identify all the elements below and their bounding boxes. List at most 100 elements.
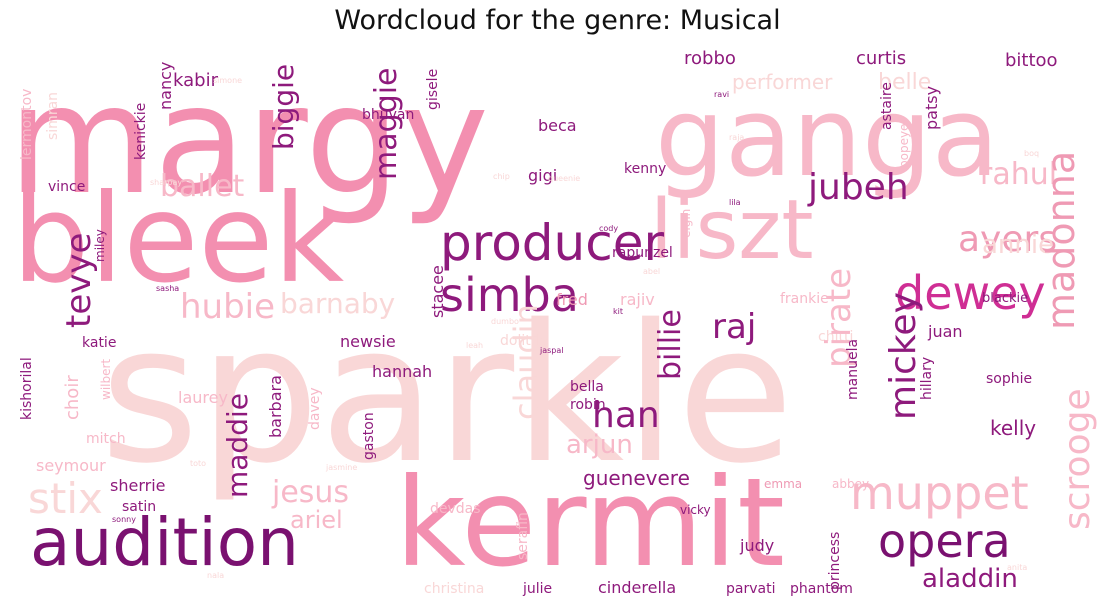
cloud-word: billie (653, 309, 688, 380)
cloud-word: princess (827, 531, 843, 590)
cloud-word: rapunzel (612, 245, 673, 261)
cloud-word: miley (93, 229, 107, 262)
cloud-word: ariel (290, 506, 343, 534)
cloud-word: sparkle (100, 284, 794, 505)
cloud-word: sherrie (110, 476, 166, 495)
cloud-word: kishorilal (19, 357, 35, 420)
cloud-word: blackie (982, 291, 1029, 306)
cloud-word: bittoo (1005, 50, 1058, 71)
cloud-word: patsy (922, 85, 941, 130)
cloud-word: anita (1007, 563, 1028, 572)
cloud-word: judy (740, 536, 775, 555)
cloud-word: sasha (156, 284, 180, 293)
cloud-word: sophie (986, 371, 1033, 387)
cloud-word: annie (982, 230, 1055, 260)
cloud-word: cody (599, 224, 619, 233)
cloud-word: vince (48, 179, 86, 195)
cloud-word: beca (538, 116, 577, 135)
cloud-word: curtis (856, 48, 907, 69)
cloud-word: vicky (680, 503, 711, 517)
cloud-word: julie (523, 581, 553, 597)
cloud-word: queenie (548, 174, 581, 183)
cloud-word: hannah (372, 362, 433, 381)
cloud-word: laurey (178, 388, 228, 407)
cloud-word: rahul (980, 157, 1058, 192)
cloud-word: dumbo (491, 317, 519, 326)
cloud-word: newsie (340, 332, 396, 351)
cloud-word: maggie (369, 67, 404, 181)
cloud-word: stacee (428, 265, 447, 318)
cloud-word: ballet (160, 169, 245, 204)
cloud-word: performer (732, 70, 833, 94)
cloud-word: bhuvan (362, 107, 415, 123)
cloud-word: opera (878, 514, 1011, 568)
cloud-word: wilbert (99, 358, 113, 400)
cloud-word: dolittle (500, 333, 549, 349)
cloud-word: hubie (180, 287, 276, 327)
cloud-word: phantom (790, 581, 853, 597)
cloud-word: jubeh (808, 167, 909, 208)
cloud-word: hillary (919, 356, 935, 400)
cloud-word: satin (122, 499, 157, 515)
cloud-word: raj (712, 307, 757, 347)
cloud-word: parvati (726, 581, 776, 597)
cloud-word: seymour (36, 456, 106, 475)
cloud-word: mickey (883, 292, 924, 420)
cloud-word: kit (613, 307, 623, 316)
cloud-word: devdas (430, 501, 481, 517)
cloud-word: scrooge (1057, 388, 1098, 530)
cloud-word: elgin (679, 208, 693, 238)
cloud-word: liszt (650, 183, 814, 278)
cloud-word: simone (213, 76, 243, 85)
cloud-word: leah (466, 341, 484, 350)
cloud-word: barnaby (280, 287, 396, 320)
cloud-word: audition (30, 504, 299, 581)
cloud-word: tevye (59, 232, 99, 328)
cloud-word: manuela (845, 338, 861, 400)
cloud-word: biggie (267, 63, 300, 150)
cloud-word: robbo (684, 48, 736, 69)
cloud-word: kenickie (133, 102, 149, 160)
cloud-word: choir (62, 375, 83, 420)
cloud-word: margy (8, 54, 490, 228)
cloud-word: simran (45, 91, 61, 140)
cloud-word: sonny (112, 515, 136, 524)
cloud-word: nancy (156, 61, 175, 110)
cloud-word: jesus (272, 475, 350, 510)
chart-title: Wordcloud for the genre: Musical (334, 5, 781, 36)
cloud-word: serafin (515, 512, 531, 560)
cloud-word: cinderella (598, 578, 677, 597)
cloud-word: kermit (395, 452, 785, 594)
cloud-word: emma (764, 477, 803, 491)
cloud-word: lila (729, 198, 741, 207)
cloud-word: belle (878, 70, 932, 95)
cloud-word: dewey (895, 266, 1046, 320)
cloud-word: guenevere (583, 466, 690, 490)
cloud-word: abbey (832, 477, 870, 491)
cloud-word: ganga (655, 73, 1000, 201)
cloud-word: katie (82, 335, 117, 351)
cloud-word: christina (424, 581, 485, 597)
cloud-word: popeye (897, 123, 911, 168)
cloud-word: boq (1024, 149, 1040, 158)
cloud-word: madonna (1039, 150, 1083, 330)
cloud-word: gisele (425, 68, 441, 110)
cloud-word: muppet (850, 466, 1029, 520)
cloud-word: nala (207, 571, 225, 580)
cloud-word: han (592, 395, 660, 436)
cloud-word: mitch (86, 431, 126, 447)
cloud-word: juan (928, 322, 963, 341)
cloud-word: simba (440, 268, 579, 322)
cloud-word: bella (570, 379, 604, 395)
cloud-word: lermontov (19, 88, 35, 160)
cloud-word: kelly (990, 416, 1037, 440)
cloud-word: barbara (266, 375, 285, 438)
cloud-word: gigi (528, 166, 558, 185)
cloud-word: ravi (714, 90, 730, 99)
cloud-word: frankie (780, 291, 829, 307)
cloud-word: raja (729, 133, 745, 142)
cloud-word: abel (643, 267, 661, 276)
cloud-word: toto (190, 459, 207, 468)
cloud-word: stix (28, 474, 103, 523)
cloud-word: chitti (818, 329, 854, 345)
